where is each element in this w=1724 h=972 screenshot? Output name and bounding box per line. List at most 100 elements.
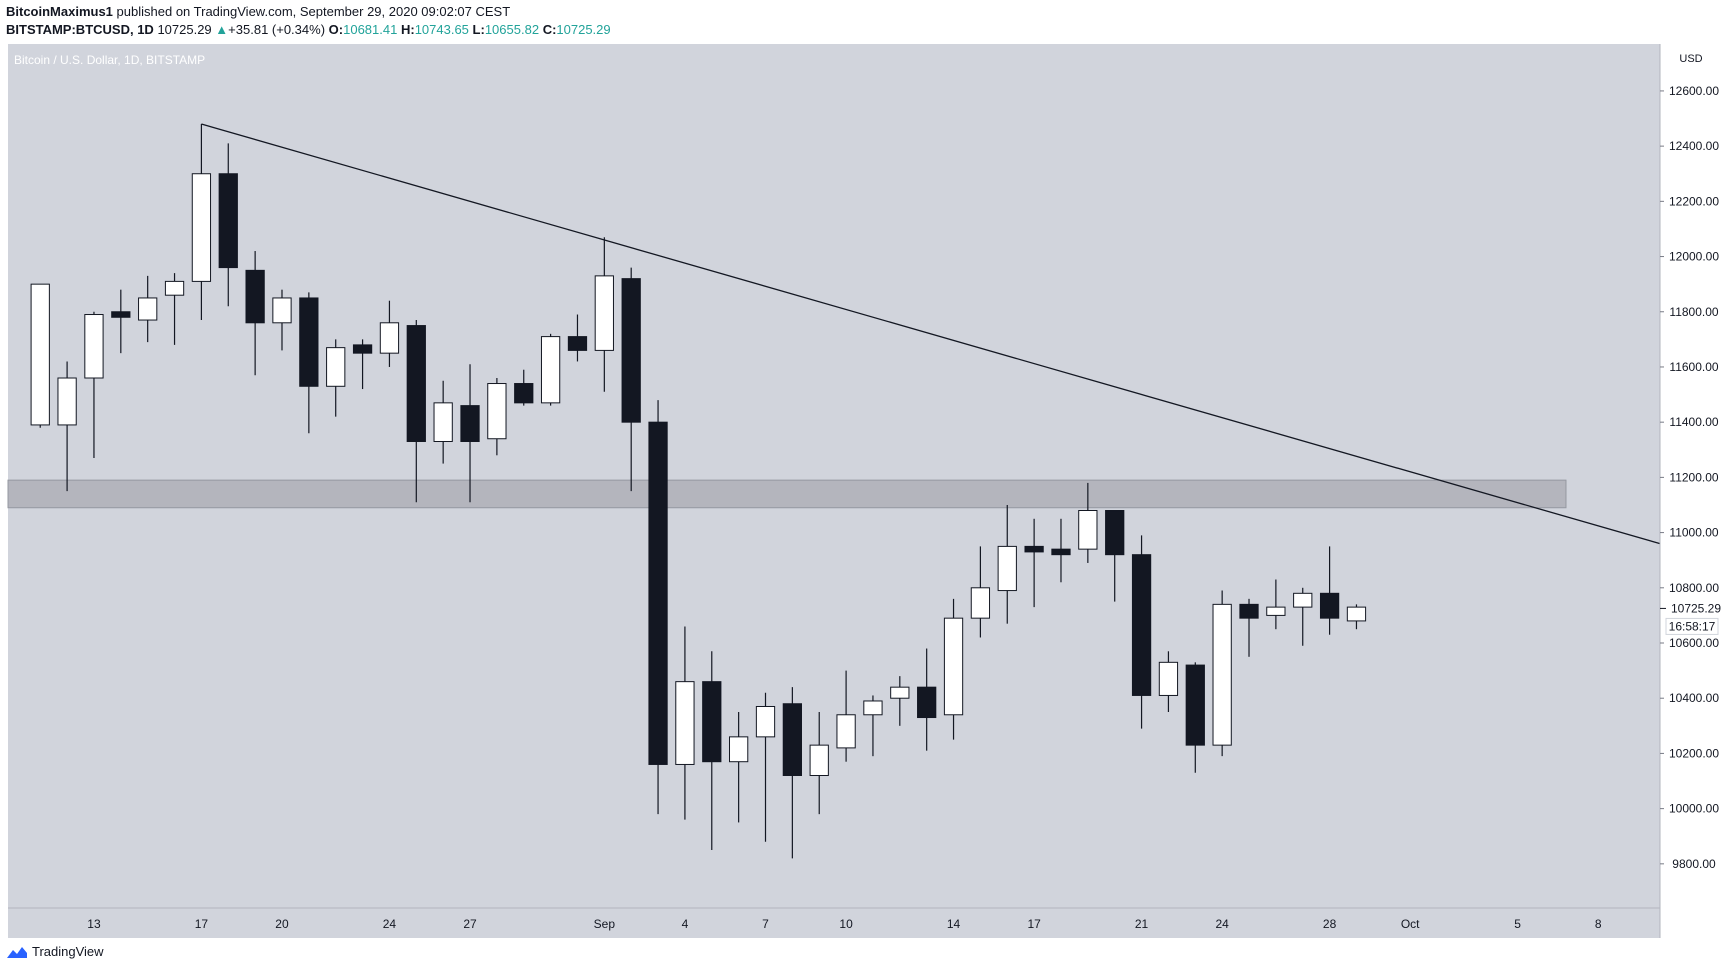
candle	[1131, 535, 1152, 729]
candle-body	[245, 269, 265, 324]
candle	[1158, 651, 1179, 713]
candle-body	[729, 736, 749, 763]
footer-brand[interactable]: TradingView	[6, 944, 104, 959]
x-tick-label: 28	[1323, 917, 1337, 931]
candle-body	[218, 173, 238, 269]
support-resistance-zone	[7, 479, 1567, 509]
tradingview-logo-icon	[7, 946, 27, 958]
candle	[138, 275, 158, 343]
candle-body	[487, 383, 507, 440]
candle-body	[191, 173, 212, 282]
candle	[514, 369, 534, 406]
candle-body	[1024, 545, 1044, 553]
candle	[970, 546, 991, 638]
candle	[84, 311, 104, 459]
candle-body	[1131, 554, 1152, 696]
y-axis-unit: USD	[1679, 53, 1702, 65]
candle	[299, 292, 319, 434]
candle-body	[30, 283, 50, 426]
candle	[111, 289, 131, 354]
candle-body	[782, 703, 802, 777]
price-axis-background	[1660, 44, 1724, 938]
candle-body	[890, 686, 910, 699]
candle-body	[299, 297, 319, 387]
candle-body	[1293, 592, 1313, 608]
plot-background	[8, 44, 1660, 908]
author-name[interactable]: BitcoinMaximus1	[6, 4, 113, 19]
low-label: L:	[472, 22, 485, 37]
price-change: +35.81 (+0.34%)	[228, 22, 326, 37]
x-tick-label: 5	[1514, 917, 1521, 931]
candle	[1024, 518, 1044, 608]
candle-body	[648, 421, 668, 765]
candle	[1105, 510, 1125, 602]
close-value: 10725.29	[556, 22, 611, 37]
y-tick-label: 11600.00	[1669, 360, 1718, 374]
candle-body	[702, 681, 722, 763]
candle	[836, 670, 856, 762]
candle	[594, 237, 614, 392]
y-tick-label: 10600.00	[1669, 636, 1719, 650]
candle	[487, 378, 507, 456]
candle	[782, 687, 802, 859]
candle	[272, 289, 292, 351]
x-tick-label: 14	[947, 917, 961, 931]
y-tick-label: 12600.00	[1669, 84, 1719, 98]
candle-body	[111, 311, 131, 318]
y-tick-label: 9800.00	[1672, 857, 1716, 871]
open-value: 10681.41	[343, 22, 398, 37]
candle-body	[406, 325, 426, 442]
candle-body	[1078, 510, 1098, 550]
y-tick-label: 11400.00	[1669, 415, 1718, 429]
last-price-label: 10725.29	[1671, 601, 1721, 615]
y-tick-label: 11800.00	[1669, 305, 1718, 319]
candle	[245, 251, 265, 376]
candle-body	[863, 700, 883, 716]
countdown-label: 16:58:17	[1669, 619, 1716, 633]
y-tick-label: 10000.00	[1669, 802, 1719, 816]
header-line-2: BITSTAMP:BTCUSD, 1D 10725.29 ▲+35.81 (+0…	[6, 22, 611, 37]
candle-body	[326, 347, 346, 387]
candle	[218, 143, 238, 307]
candle-body	[1212, 603, 1232, 746]
symbol-label: BITSTAMP:BTCUSD, 1D	[6, 22, 154, 37]
candle-body	[755, 705, 776, 738]
x-tick-label: 17	[195, 917, 209, 931]
x-tick-label: 20	[275, 917, 289, 931]
candle-body	[970, 587, 991, 619]
y-tick-label: 10400.00	[1669, 691, 1719, 705]
candle	[917, 648, 937, 751]
candle-body	[57, 377, 77, 426]
candle	[1346, 604, 1367, 630]
countdown-box	[1665, 617, 1719, 635]
candle-body	[164, 280, 185, 296]
y-tick-label: 12400.00	[1669, 139, 1719, 153]
x-tick-label: 13	[87, 917, 101, 931]
candle-body	[594, 275, 614, 351]
candle	[1319, 546, 1340, 635]
candle	[352, 339, 373, 390]
x-tick-label: Sep	[594, 917, 616, 931]
candle	[809, 712, 829, 815]
candle	[997, 504, 1017, 624]
candle-body	[809, 744, 829, 777]
high-value: 10743.65	[414, 22, 469, 37]
candle	[1212, 590, 1232, 757]
x-tick-label: 24	[1215, 917, 1229, 931]
x-tick-label: 24	[383, 917, 397, 931]
descending-trendline	[201, 123, 1661, 545]
time-axis-background	[8, 908, 1660, 938]
candle	[1185, 662, 1205, 773]
y-tick-label: 12000.00	[1669, 250, 1719, 264]
candle	[460, 364, 480, 503]
candle-body	[675, 681, 695, 765]
candle	[648, 400, 668, 815]
x-tick-label: 10	[839, 917, 853, 931]
candle-body	[540, 336, 561, 404]
y-tick-label: 10200.00	[1669, 746, 1719, 760]
candle-body	[514, 383, 534, 404]
candle-body	[567, 336, 588, 351]
candle-body	[1266, 606, 1286, 616]
close-label: C:	[542, 22, 557, 37]
